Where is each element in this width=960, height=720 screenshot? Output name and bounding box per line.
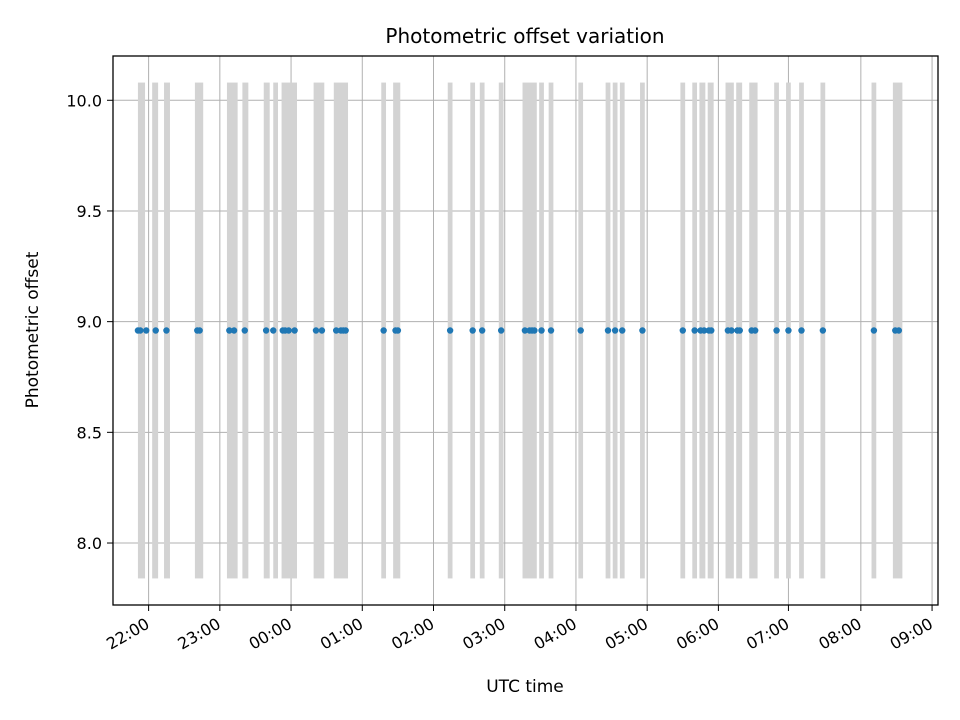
data-point bbox=[230, 327, 238, 334]
data-point bbox=[285, 327, 292, 334]
x-axis-label: UTC time bbox=[486, 677, 564, 697]
y-axis-label: Photometric offset bbox=[23, 251, 43, 408]
data-point bbox=[619, 327, 626, 334]
data-point bbox=[291, 327, 298, 334]
y-tick-label: 10.0 bbox=[66, 91, 102, 110]
points bbox=[134, 327, 903, 334]
data-point bbox=[318, 327, 326, 334]
data-point bbox=[143, 327, 150, 334]
data-point bbox=[611, 327, 619, 334]
data-point bbox=[163, 327, 170, 334]
data-point bbox=[196, 327, 203, 334]
data-point bbox=[531, 327, 538, 334]
data-point bbox=[521, 327, 529, 334]
data-point bbox=[819, 327, 827, 334]
data-point bbox=[270, 327, 277, 334]
plot-frame bbox=[112, 55, 939, 606]
data-point bbox=[332, 327, 340, 334]
y-tick-label: 9.5 bbox=[77, 202, 102, 221]
y-tick-label: 8.5 bbox=[77, 423, 102, 442]
data-point bbox=[870, 327, 878, 334]
data-point bbox=[152, 327, 159, 334]
y-axis: 8.0 8.5 9.0 9.5 10.0 bbox=[66, 91, 113, 553]
data-point bbox=[751, 327, 759, 334]
data-point bbox=[241, 327, 248, 334]
data-point bbox=[262, 327, 270, 334]
data-point bbox=[691, 327, 698, 334]
data-point bbox=[798, 327, 805, 334]
data-point bbox=[380, 327, 387, 334]
data-point bbox=[547, 327, 555, 334]
data-point bbox=[736, 327, 743, 334]
data-point bbox=[137, 327, 144, 334]
data-point bbox=[312, 327, 320, 334]
data-point bbox=[604, 327, 612, 334]
data-point bbox=[773, 327, 780, 334]
data-point bbox=[785, 327, 792, 334]
data-point bbox=[700, 327, 708, 334]
data-point bbox=[226, 327, 233, 334]
data-point bbox=[708, 327, 715, 334]
data-point bbox=[895, 327, 903, 334]
data-point bbox=[497, 327, 505, 334]
data-point bbox=[394, 327, 402, 334]
chart-title: Photometric offset variation bbox=[385, 24, 664, 48]
data-point bbox=[639, 327, 646, 334]
data-point bbox=[577, 327, 584, 334]
data-point bbox=[538, 327, 545, 334]
y-tick-label: 9.0 bbox=[77, 313, 102, 332]
data-point bbox=[679, 327, 686, 334]
data-point bbox=[446, 327, 454, 334]
data-point bbox=[728, 327, 735, 334]
data-point bbox=[478, 327, 486, 334]
data-point bbox=[469, 327, 476, 334]
data-point bbox=[342, 327, 349, 334]
y-tick-label: 8.0 bbox=[77, 534, 102, 553]
